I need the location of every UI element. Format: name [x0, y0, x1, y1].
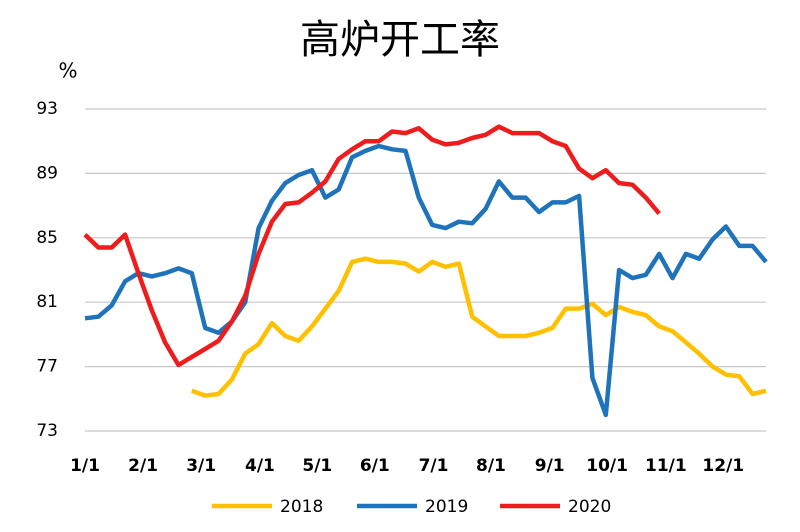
legend-label: 2020 [568, 497, 611, 517]
x-tick-label: 10/1 [586, 456, 628, 476]
y-axis-label: % [58, 59, 77, 83]
x-tick-label: 12/1 [702, 456, 744, 476]
x-tick-label: 2/1 [128, 456, 158, 476]
x-tick-label: 6/1 [360, 456, 390, 476]
x-tick-label: 3/1 [186, 456, 216, 476]
y-tick-label: 73 [36, 421, 58, 441]
chart-title: 高炉开工率 [300, 17, 500, 63]
x-tick-label: 8/1 [476, 456, 506, 476]
legend-label: 2019 [425, 497, 468, 517]
y-tick-label: 93 [36, 99, 58, 119]
x-tick-label: 7/1 [419, 456, 449, 476]
series-line [191, 256, 767, 398]
legend-label: 2018 [280, 497, 323, 517]
y-tick-label: 89 [36, 163, 58, 183]
series-line [84, 143, 768, 418]
x-tick-label: 5/1 [302, 456, 332, 476]
x-tick-label: 11/1 [645, 456, 687, 476]
x-tick-label: 1/1 [70, 456, 100, 476]
series-line [83, 124, 661, 368]
y-tick-label: 77 [36, 357, 58, 377]
x-tick-label: 9/1 [535, 456, 565, 476]
y-tick-label: 81 [36, 292, 58, 312]
x-tick-label: 4/1 [245, 456, 275, 476]
y-tick-label: 85 [36, 228, 58, 248]
